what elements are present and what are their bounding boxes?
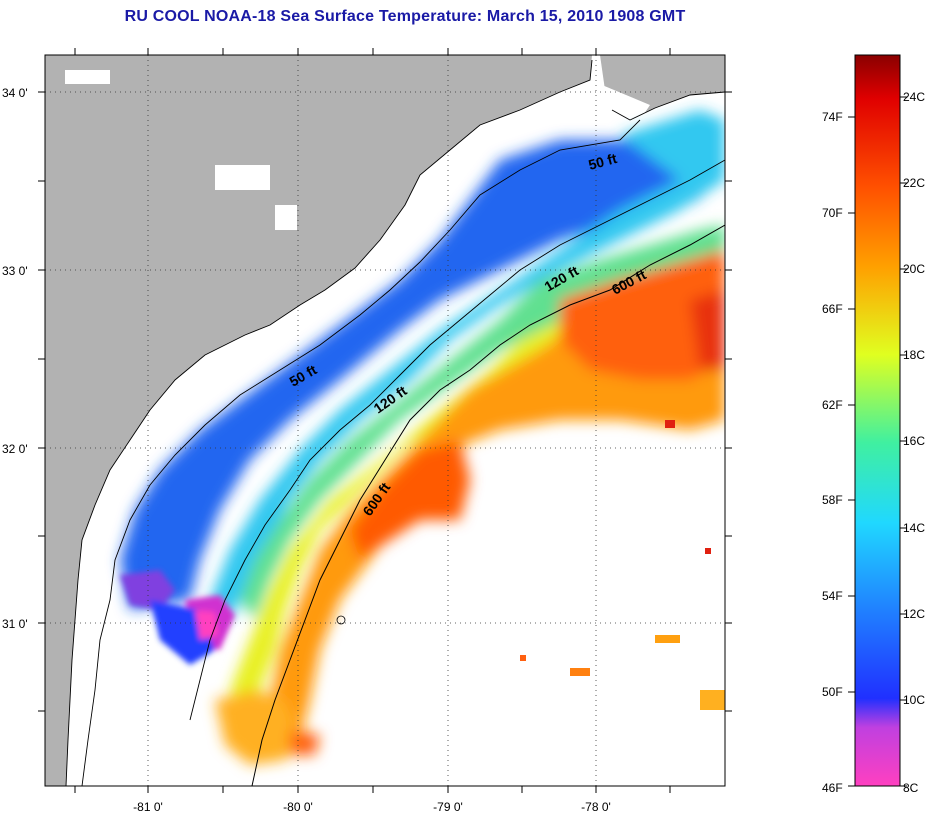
map-ticks	[38, 48, 732, 793]
lon-label: -80 0'	[283, 800, 313, 814]
lon-label: -78 0'	[581, 800, 611, 814]
colorbar-ticks	[848, 96, 907, 787]
lat-label: 32 0'	[2, 442, 28, 456]
colorbar-c-label: 8C	[903, 781, 919, 795]
colorbar-f-label: 70F	[822, 206, 843, 220]
colorbar-c-label: 12C	[903, 607, 925, 621]
colorbar: 74F 70F 66F 62F 58F 54F 50F 46F 24C 22C …	[822, 54, 925, 795]
colorbar-c-label: 22C	[903, 176, 925, 190]
colorbar-c-label: 24C	[903, 90, 925, 104]
map-gridlines	[45, 55, 725, 786]
colorbar-f-label: 46F	[822, 781, 843, 795]
colorbar-f-label: 54F	[822, 589, 843, 603]
colorbar-c-label: 16C	[903, 434, 925, 448]
colorbar-c-label: 20C	[903, 262, 925, 276]
contour-120ft	[189, 159, 725, 721]
contour-50ft	[81, 119, 641, 786]
lat-label: 33 0'	[2, 264, 28, 278]
colorbar-f-label: 74F	[822, 110, 843, 124]
coastline	[65, 59, 593, 786]
colorbar-f-label: 62F	[822, 398, 843, 412]
contour-600ft	[251, 224, 725, 786]
colorbar-f-label: 66F	[822, 302, 843, 316]
land-mass	[45, 55, 592, 786]
colorbar-c-label: 18C	[903, 348, 925, 362]
lon-label: -79 0'	[433, 800, 463, 814]
lat-label: 31 0'	[2, 617, 28, 631]
colorbar-f-label: 58F	[822, 493, 843, 507]
lon-label: -81 0'	[133, 800, 163, 814]
nearshore-white-band	[66, 80, 650, 786]
colorbar-c-label: 10C	[903, 693, 925, 707]
colorbar-c-label: 14C	[903, 521, 925, 535]
map-title: RU COOL NOAA-18 Sea Surface Temperature:…	[124, 8, 686, 25]
colorbar-gradient	[854, 54, 901, 787]
colorbar-f-label: 50F	[822, 685, 843, 699]
map-panel: 50 ft 50 ft 120 ft 120 ft 600 ft 600 ft	[45, 55, 725, 786]
map-frame	[44, 54, 726, 787]
contour-label: 50 ft	[587, 150, 619, 173]
lat-label: 34 0'	[2, 86, 28, 100]
